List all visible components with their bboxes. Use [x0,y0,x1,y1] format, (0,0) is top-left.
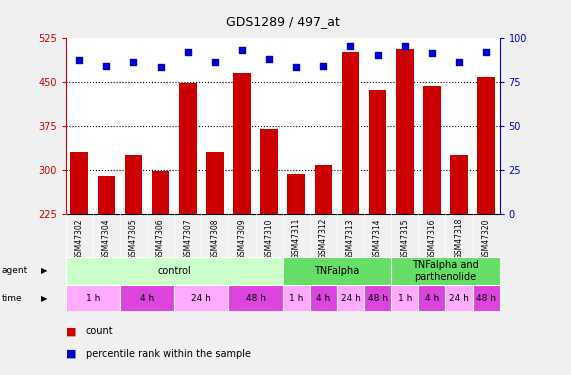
Point [129,59,138,65]
Point [346,44,355,50]
Text: agent: agent [2,266,28,275]
Point [292,64,301,70]
Text: 48 h: 48 h [246,294,266,303]
Point [481,49,490,55]
Text: GSM47314: GSM47314 [373,218,382,259]
Text: GSM47315: GSM47315 [400,218,409,259]
Point [400,44,409,50]
Text: GSM47310: GSM47310 [264,218,274,259]
Text: 24 h: 24 h [340,294,360,303]
Text: 24 h: 24 h [191,294,211,303]
Bar [477,78,495,214]
Bar [120,285,174,311]
Text: 48 h: 48 h [476,294,496,303]
Bar [473,285,500,311]
Text: time: time [2,294,22,303]
Text: ■: ■ [66,326,76,336]
Text: control: control [157,266,191,276]
Text: GDS1289 / 497_at: GDS1289 / 497_at [226,15,340,28]
Bar [287,174,305,214]
Point [75,57,84,63]
Bar [283,257,391,285]
Text: TNFalpha and
parthenolide: TNFalpha and parthenolide [412,260,478,282]
Text: count: count [86,326,113,336]
Bar [396,49,413,214]
Bar [152,171,170,214]
Point [156,64,165,70]
Text: GSM47318: GSM47318 [455,218,464,259]
Bar [369,90,387,214]
Text: GSM47309: GSM47309 [238,218,247,259]
Bar [391,285,418,311]
Bar [283,285,309,311]
Text: GSM47312: GSM47312 [319,218,328,259]
Text: percentile rank within the sample: percentile rank within the sample [86,349,251,359]
Text: ■: ■ [66,349,76,359]
Bar [445,285,473,311]
Text: GSM47316: GSM47316 [427,218,436,259]
Text: GSM47304: GSM47304 [102,218,111,259]
Point [319,63,328,69]
Point [264,56,274,62]
Text: GSM47308: GSM47308 [210,218,219,259]
Bar [66,257,283,285]
Bar [174,285,228,311]
Text: 4 h: 4 h [425,294,439,303]
Text: ▶: ▶ [41,266,47,275]
Bar [228,285,283,311]
Text: GSM47305: GSM47305 [129,218,138,259]
Text: 48 h: 48 h [368,294,388,303]
Bar [337,285,364,311]
Bar [309,285,337,311]
Point [210,59,219,65]
Text: GSM47320: GSM47320 [481,218,490,259]
Point [183,49,192,55]
Bar [260,129,278,214]
Point [455,59,464,65]
Bar [233,73,251,214]
Bar [70,152,88,214]
Bar [423,86,441,214]
Point [373,52,382,58]
Text: 4 h: 4 h [140,294,154,303]
Bar [66,285,120,311]
Text: 4 h: 4 h [316,294,331,303]
Bar [206,152,224,214]
Bar [450,155,468,214]
Bar [315,165,332,214]
Bar [179,83,196,214]
Text: 1 h: 1 h [397,294,412,303]
Point [427,50,436,56]
Text: 1 h: 1 h [289,294,303,303]
Text: ▶: ▶ [41,294,47,303]
Text: 1 h: 1 h [86,294,100,303]
Text: GSM47307: GSM47307 [183,218,192,259]
Bar [124,155,142,214]
Point [102,63,111,69]
Point [238,47,247,53]
Bar [341,52,359,214]
Text: TNFalpha: TNFalpha [314,266,360,276]
Bar [418,285,445,311]
Bar [98,176,115,214]
Text: GSM47313: GSM47313 [346,218,355,259]
Text: GSM47302: GSM47302 [75,218,84,259]
Bar [364,285,391,311]
Bar [391,257,500,285]
Text: GSM47306: GSM47306 [156,218,165,259]
Text: 24 h: 24 h [449,294,469,303]
Text: GSM47311: GSM47311 [292,218,301,259]
